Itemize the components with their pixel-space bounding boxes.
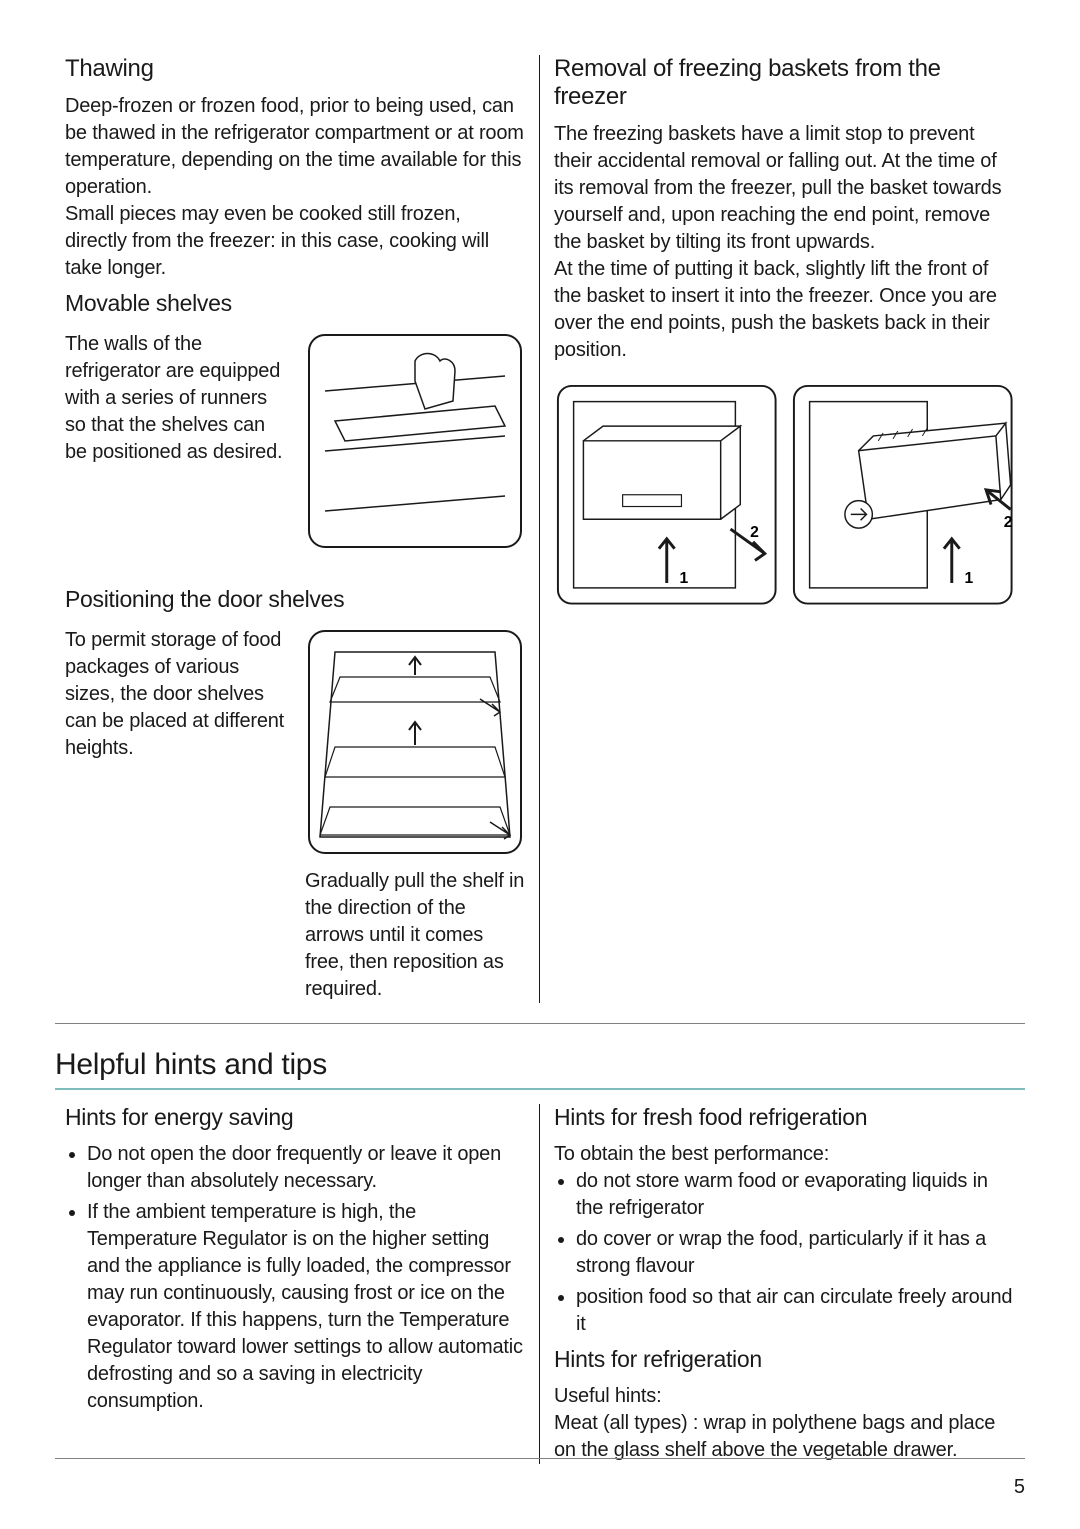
hints-accent-rule: [55, 1088, 1025, 1090]
refrigeration-intro: Useful hints:: [554, 1383, 1015, 1410]
heading-helpful-hints: Helpful hints and tips: [55, 1048, 1025, 1082]
list-item: position food so that air can circulate …: [576, 1284, 1015, 1338]
list-item: do cover or wrap the food, particularly …: [576, 1226, 1015, 1280]
list-item: Do not open the door frequently or leave…: [87, 1141, 525, 1195]
heading-door-shelves: Positioning the door shelves: [65, 586, 525, 613]
thawing-p2: Small pieces may even be cooked still fr…: [65, 201, 525, 282]
door-shelves-text: To permit storage of food packages of va…: [65, 627, 289, 762]
figure-basket-insert: 1 2: [790, 382, 1016, 613]
heading-refrigeration: Hints for refrigeration: [554, 1346, 1015, 1373]
svg-text:2: 2: [750, 524, 759, 541]
page-number: 5: [1014, 1476, 1025, 1499]
list-item: do not store warm food or evaporating li…: [576, 1168, 1015, 1222]
refrigeration-p1: Meat (all types) : wrap in polythene bag…: [554, 1410, 1015, 1464]
removal-p1: The freezing baskets have a limit stop t…: [554, 121, 1015, 256]
heading-fresh-food: Hints for fresh food refrigeration: [554, 1104, 1015, 1131]
figure-movable-shelves: [305, 331, 525, 556]
footer-rule: [55, 1458, 1025, 1459]
svg-text:2: 2: [1003, 514, 1012, 531]
list-fresh-food: do not store warm food or evaporating li…: [554, 1168, 1015, 1338]
thawing-p1: Deep-frozen or frozen food, prior to bei…: [65, 93, 525, 201]
fresh-intro: To obtain the best performance:: [554, 1141, 1015, 1168]
heading-movable-shelves: Movable shelves: [65, 290, 525, 317]
heading-thawing: Thawing: [65, 55, 525, 83]
list-item: If the ambient temperature is high, the …: [87, 1199, 525, 1415]
removal-p2: At the time of putting it back, slightly…: [554, 256, 1015, 364]
door-shelves-caption: Gradually pull the shelf in the directio…: [305, 868, 525, 1003]
svg-text:1: 1: [964, 570, 973, 587]
svg-text:1: 1: [679, 570, 688, 587]
heading-energy-saving: Hints for energy saving: [65, 1104, 525, 1131]
list-energy-saving: Do not open the door frequently or leave…: [65, 1141, 525, 1415]
heading-removal-baskets: Removal of freezing baskets from the fre…: [554, 55, 1015, 111]
figure-basket-remove: 1 2: [554, 382, 780, 613]
divider-rule: [55, 1023, 1025, 1024]
figure-door-shelves: [305, 627, 525, 862]
movable-shelves-text: The walls of the refrigerator are equipp…: [65, 331, 289, 466]
